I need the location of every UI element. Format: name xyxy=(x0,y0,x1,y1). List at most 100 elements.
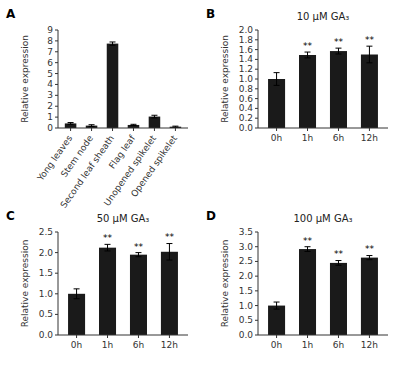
tick-label: 0 xyxy=(47,123,53,133)
error-cap xyxy=(305,52,311,53)
error-cap xyxy=(305,57,311,58)
category-label: 0h xyxy=(271,340,282,350)
error-line xyxy=(76,289,77,299)
tick-label: 1.2 xyxy=(239,64,253,74)
tick-label: 1.6 xyxy=(239,45,254,55)
error-cap xyxy=(274,309,280,310)
x-tick xyxy=(76,335,77,338)
sig-label: ** xyxy=(334,249,344,259)
tick-label: 9 xyxy=(47,25,53,35)
category-label: 12h xyxy=(161,340,178,350)
bar xyxy=(99,248,116,335)
error-cap xyxy=(274,85,280,86)
x-tick xyxy=(169,335,170,338)
tick-label: 1.0 xyxy=(239,301,254,311)
x-tick xyxy=(112,128,113,131)
bar xyxy=(330,51,347,128)
error-bar xyxy=(151,115,157,118)
x-tick xyxy=(107,335,108,338)
x-axis xyxy=(258,335,388,336)
error-cap xyxy=(305,246,311,247)
category-label: 1h xyxy=(102,340,113,350)
tick-label: 2.5 xyxy=(39,227,53,237)
error-cap xyxy=(166,243,172,244)
y-axis xyxy=(58,232,59,335)
error-cap xyxy=(166,260,172,261)
error-cap xyxy=(74,288,80,289)
marks xyxy=(68,244,178,335)
error-bar xyxy=(366,256,372,260)
x-tick xyxy=(338,335,339,338)
error-bar xyxy=(74,289,80,299)
y-label: Relative expression xyxy=(220,35,230,123)
marks xyxy=(268,247,378,335)
error-cap xyxy=(110,45,116,46)
tick-label: 6 xyxy=(47,58,53,68)
tick-label: 1.5 xyxy=(239,286,253,296)
bar xyxy=(161,252,178,335)
y-axis xyxy=(58,30,59,128)
tick-label: 2.0 xyxy=(239,271,254,281)
error-cap xyxy=(110,41,116,42)
tick-label: 3.0 xyxy=(239,242,254,252)
panel-label: C xyxy=(6,209,15,223)
bar xyxy=(130,255,147,335)
bar xyxy=(65,123,77,128)
figure: 0123456789Yong leavesStem nodeSecond lea… xyxy=(0,0,400,372)
error-line xyxy=(276,73,277,86)
error-cap xyxy=(74,298,80,299)
marks xyxy=(65,42,181,128)
x-tick xyxy=(338,128,339,131)
error-cap xyxy=(89,124,95,125)
bar xyxy=(330,263,347,335)
error-line xyxy=(307,52,308,58)
x-axis xyxy=(58,128,188,129)
panel: 0.00.51.01.52.02.53.03.50h1h6h12h******R… xyxy=(206,209,388,350)
panel-label: D xyxy=(206,209,216,223)
error-cap xyxy=(335,260,341,261)
category-label: 12h xyxy=(361,340,378,350)
tick-label: 5 xyxy=(47,69,53,79)
tick-label: 0.5 xyxy=(39,309,53,319)
category-label: 0h xyxy=(271,133,282,143)
x-tick xyxy=(369,128,370,131)
sig-label: ** xyxy=(303,236,313,246)
error-cap xyxy=(366,46,372,47)
error-cap xyxy=(68,124,74,125)
sig-label: ** xyxy=(365,244,375,254)
panel-label: A xyxy=(6,7,16,21)
sig-label: ** xyxy=(134,242,144,252)
error-bar xyxy=(110,42,116,45)
tick-label: 0.0 xyxy=(239,330,254,340)
category-label: 1h xyxy=(302,133,313,143)
error-cap xyxy=(135,256,141,257)
category-label: 12h xyxy=(361,133,378,143)
title: 100 μM GA₃ xyxy=(293,213,352,224)
category-label: 1h xyxy=(302,340,313,350)
tick-label: 3.5 xyxy=(239,227,253,237)
x-tick xyxy=(133,128,134,131)
error-bar xyxy=(305,52,311,58)
error-cap xyxy=(172,126,178,127)
bar xyxy=(149,117,161,128)
panel-label: B xyxy=(206,7,215,21)
error-cap xyxy=(151,115,157,116)
x-tick xyxy=(91,128,92,131)
error-cap xyxy=(151,117,157,118)
error-cap xyxy=(305,251,311,252)
sig-label: ** xyxy=(303,41,313,51)
error-bar xyxy=(166,244,172,260)
error-cap xyxy=(366,62,372,63)
tick-label: 0.5 xyxy=(239,315,253,325)
error-cap xyxy=(335,265,341,266)
bar xyxy=(299,249,316,335)
tick-label: 0.6 xyxy=(239,94,254,104)
x-tick xyxy=(276,128,277,131)
x-tick xyxy=(70,128,71,131)
y-axis xyxy=(258,30,259,128)
error-cap xyxy=(130,125,136,126)
x-tick xyxy=(175,128,176,131)
title: 50 μM GA₃ xyxy=(97,213,150,224)
y-label: Relative expression xyxy=(220,240,230,328)
tick-label: 0.8 xyxy=(239,84,254,94)
